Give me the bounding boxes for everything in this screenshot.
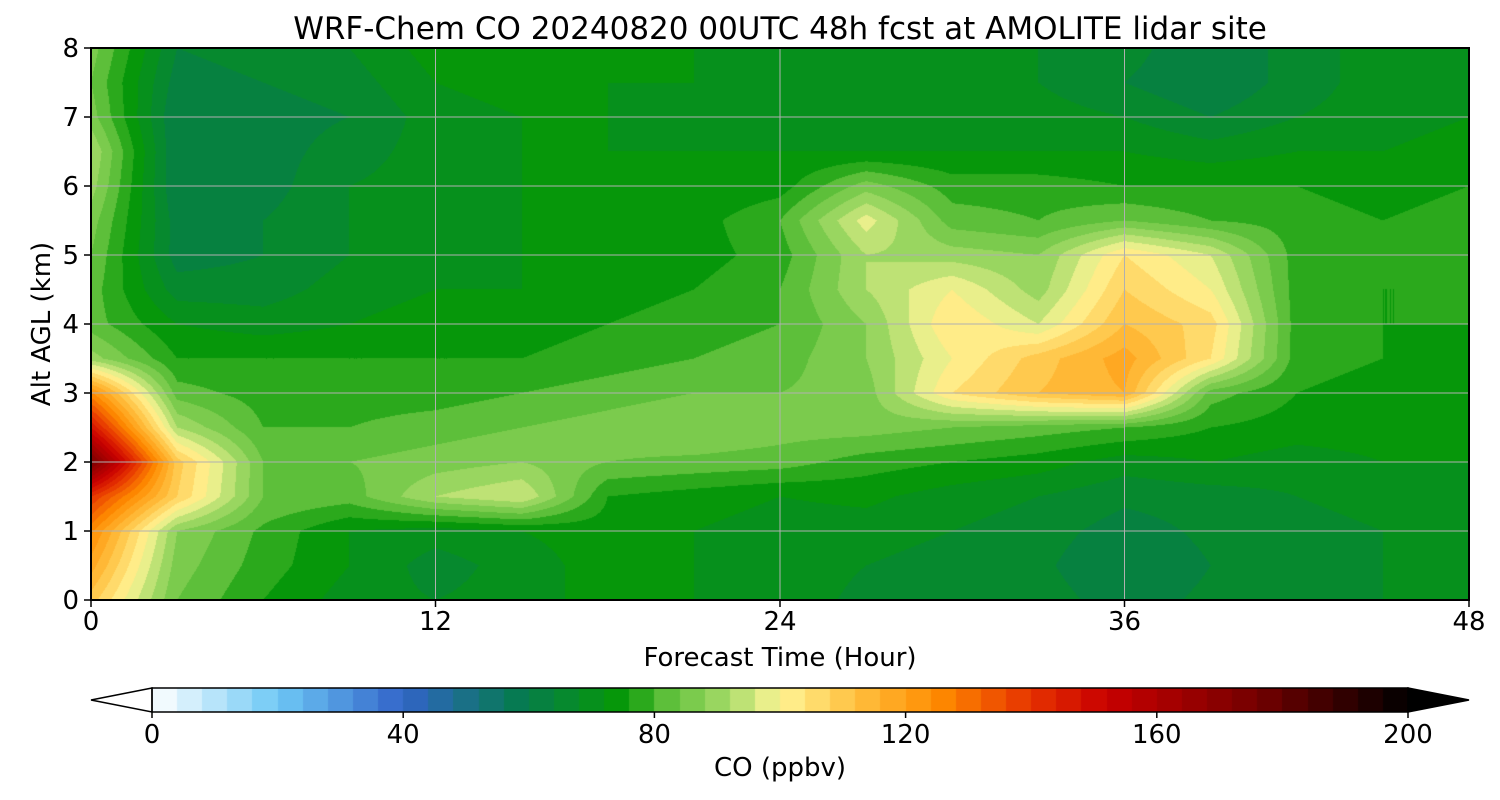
colorbar: 0 40 80 120 160 200 CO (ppbv) xyxy=(90,687,1470,783)
colorbar-label: CO (ppbv) xyxy=(714,753,846,783)
plot-area xyxy=(90,47,1470,601)
y-tick-label: 5 xyxy=(62,241,79,271)
colorbar-tick-label: 120 xyxy=(881,720,931,750)
x-tick-label: 0 xyxy=(83,607,100,637)
y-axis: 0 1 2 3 4 5 6 7 8 xyxy=(62,34,91,616)
colorbar-tick-label: 40 xyxy=(387,720,420,750)
y-tick-label: 7 xyxy=(62,103,79,133)
colorbar-frame xyxy=(151,687,1409,713)
x-tick-label: 36 xyxy=(1108,607,1141,637)
colorbar-gradient xyxy=(152,688,1408,712)
colorbar-tick-label: 160 xyxy=(1132,720,1182,750)
y-tick-label: 4 xyxy=(62,310,79,340)
y-axis-label: Alt AGL (km) xyxy=(27,242,57,406)
y-tick-label: 8 xyxy=(62,34,79,64)
colorbar-tick-label: 0 xyxy=(144,720,161,750)
x-tick-label: 24 xyxy=(763,607,796,637)
x-tick-label: 12 xyxy=(419,607,452,637)
grid xyxy=(91,48,1469,600)
x-axis-label: Forecast Time (Hour) xyxy=(643,643,916,673)
y-tick-label: 6 xyxy=(62,172,79,202)
colorbar-extend-high xyxy=(1407,687,1470,713)
x-tick-label: 48 xyxy=(1452,607,1485,637)
colorbar-ticks: 0 40 80 120 160 200 xyxy=(144,712,1433,750)
colorbar-tick-label: 200 xyxy=(1383,720,1433,750)
y-tick-label: 1 xyxy=(62,517,79,547)
y-tick-label: 2 xyxy=(62,448,79,478)
colorbar-extend-low xyxy=(90,687,153,713)
colorbar-tick-label: 80 xyxy=(638,720,671,750)
x-axis: 0 12 24 36 48 xyxy=(83,600,1486,637)
y-tick-label: 3 xyxy=(62,379,79,409)
chart-title: WRF-Chem CO 20240820 00UTC 48h fcst at A… xyxy=(293,11,1267,47)
y-tick-label: 0 xyxy=(62,586,79,616)
